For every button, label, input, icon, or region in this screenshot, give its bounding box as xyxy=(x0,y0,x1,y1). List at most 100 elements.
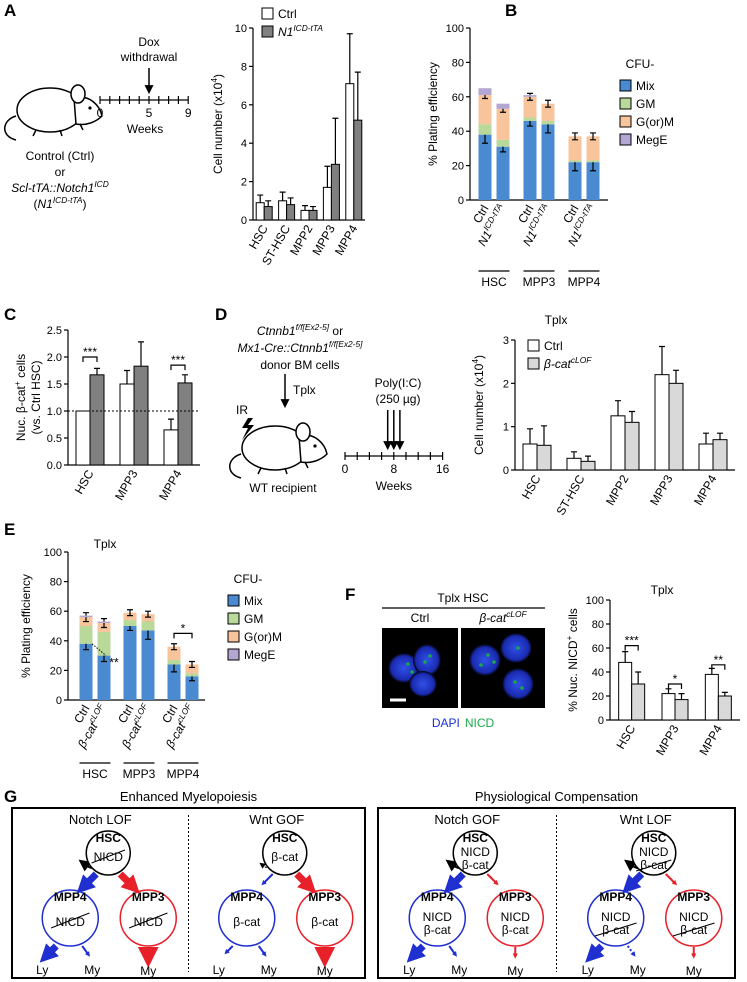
bar-segment xyxy=(478,124,492,135)
error-bar xyxy=(629,410,635,423)
legend-label-part: cLOF xyxy=(571,355,592,365)
image-column-label-part: β-cat xyxy=(478,611,507,625)
panel-letter: C xyxy=(4,305,16,324)
bar-segment xyxy=(141,630,155,700)
y-axis-label: % Plating efficiency xyxy=(426,62,440,166)
donor-label: Ctnnb1f/f[Ex2-5] or xyxy=(257,322,343,338)
cell-name: HSC xyxy=(641,831,667,845)
error-bar xyxy=(265,200,272,207)
legend-title: CFU- xyxy=(626,57,655,71)
panel-letter: G xyxy=(4,787,17,806)
arrow xyxy=(76,871,99,894)
donor-label: Mx1-Cre::Ctnnb1f/f[Ex2-5] xyxy=(238,339,364,355)
bar-segment xyxy=(478,95,492,125)
y-axis-label-part: % Nuc. NICD xyxy=(566,640,580,712)
y-tick-label: 2.5 xyxy=(47,325,62,337)
cross-out xyxy=(91,849,126,864)
bar xyxy=(522,443,538,471)
y-tick-label: 60 xyxy=(452,92,464,104)
x-tick-label: MPP3 xyxy=(653,722,682,758)
output-label: My xyxy=(686,964,702,978)
error-bar xyxy=(127,609,133,617)
legend-swatch xyxy=(619,115,632,128)
y-tick-label: 8 xyxy=(241,61,247,73)
nucleus xyxy=(409,671,437,697)
chart-title: Tplx xyxy=(94,537,117,551)
bar-segment xyxy=(541,120,555,125)
cross-out xyxy=(50,912,90,929)
error-bar xyxy=(703,432,709,444)
error-bar xyxy=(302,205,308,211)
mouse-label: Control (Ctrl) xyxy=(26,149,95,163)
error-bar xyxy=(717,432,723,440)
bar-segment xyxy=(123,626,137,700)
bar xyxy=(278,200,288,221)
bar xyxy=(177,382,193,466)
bar xyxy=(698,443,714,471)
y-tick-label: 10 xyxy=(235,23,247,35)
significance-bracket xyxy=(82,356,98,362)
y-axis-label-part: 4 xyxy=(209,78,219,83)
significance-bracket xyxy=(173,632,193,639)
bar-segment xyxy=(97,655,111,700)
bar-segment xyxy=(185,664,199,674)
output-label: My xyxy=(140,964,156,978)
panel-letter: B xyxy=(505,1,517,20)
treatment-label: Poly(I:C) xyxy=(375,376,422,390)
output-label: My xyxy=(507,964,523,978)
y-tick-label: 20 xyxy=(50,665,62,677)
recipient-label: WT recipient xyxy=(249,481,317,495)
error-bar xyxy=(332,117,339,165)
bar xyxy=(661,693,676,721)
y-tick-label: 0 xyxy=(503,465,509,477)
x-tick-label-part: β-cat xyxy=(118,720,144,752)
x-tick-label-part: β-cat xyxy=(74,720,100,752)
bar xyxy=(610,415,626,471)
y-tick-label: 1 xyxy=(503,422,509,434)
arrow xyxy=(486,873,499,886)
cell-node xyxy=(665,889,723,947)
y-axis-label-part: + xyxy=(12,381,22,386)
bar-segment xyxy=(496,103,510,109)
bar-segment xyxy=(568,136,582,161)
panel-box xyxy=(11,807,366,979)
x-tick-label-part: cLOF xyxy=(130,701,149,724)
y-tick-label: 20 xyxy=(452,161,464,173)
bar-segment xyxy=(478,88,492,96)
error-bar xyxy=(721,691,728,696)
mouse-label: or xyxy=(55,165,66,179)
cell-marker: NICD xyxy=(639,845,669,859)
cell-node xyxy=(85,830,131,876)
chart-title: Tplx xyxy=(651,583,674,597)
bar xyxy=(322,186,332,221)
y-tick-label: 2 xyxy=(503,378,509,390)
bar xyxy=(624,421,640,471)
y-tick-label: 60 xyxy=(50,606,62,618)
group-title: Enhanced Myelopoiesis xyxy=(120,789,258,804)
cell-name: MPP4 xyxy=(230,890,263,904)
cell-marker: NICD xyxy=(601,910,631,924)
bar xyxy=(75,410,91,466)
nicd-dot xyxy=(423,660,427,664)
error-bar xyxy=(94,367,100,375)
bar xyxy=(286,204,296,221)
mouse-label-part: ) xyxy=(82,197,86,211)
legend-label: Mix xyxy=(636,79,655,93)
y-tick-label: 40 xyxy=(592,667,604,679)
output-label: Ly xyxy=(36,963,48,977)
error-bar xyxy=(585,455,591,462)
error-bar xyxy=(572,132,578,141)
bar xyxy=(631,683,646,721)
y-axis-label: Cell number (x104) xyxy=(470,355,486,455)
nicd-dot xyxy=(486,653,490,657)
bar xyxy=(133,365,149,466)
bar-segment xyxy=(568,160,582,163)
group-label: MPP3 xyxy=(123,767,156,781)
legend-label: GM xyxy=(636,97,655,111)
mouse xyxy=(228,422,328,479)
x-tick-label-part: N1 xyxy=(520,228,540,248)
bar xyxy=(330,163,340,221)
arrow xyxy=(224,945,234,955)
timeline-label: 0 xyxy=(342,462,349,476)
arrow xyxy=(257,945,267,957)
